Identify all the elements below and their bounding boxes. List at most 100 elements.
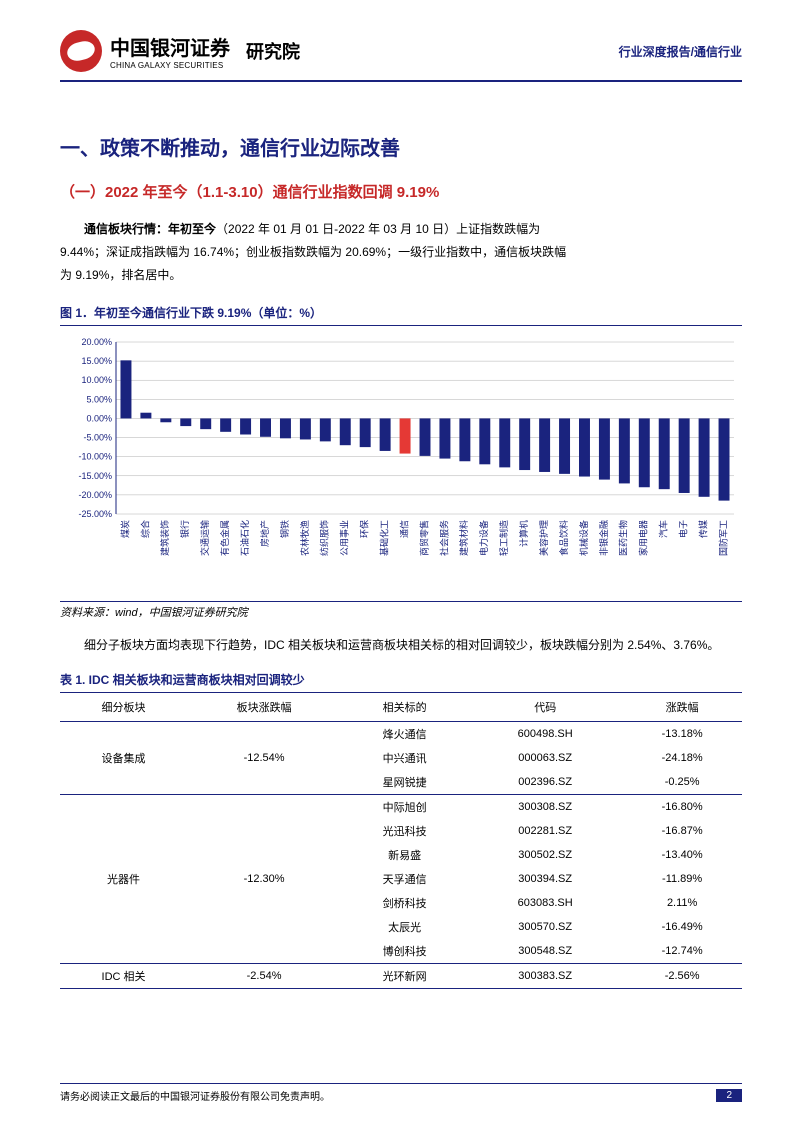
- table-caption: 表 1. IDC 相关板块和运营商板块相对回调较少: [60, 671, 742, 688]
- stock-name-cell: 星网锐捷: [341, 770, 468, 795]
- svg-text:20.00%: 20.00%: [81, 337, 112, 347]
- svg-text:农林牧渔: 农林牧渔: [299, 520, 310, 556]
- department-label: 研究院: [246, 38, 300, 64]
- para1-lead: 通信板块行情：年初至今: [84, 222, 216, 236]
- stock-code-cell: 300383.SZ: [468, 964, 622, 989]
- svg-text:汽车: 汽车: [658, 520, 669, 538]
- svg-text:医药生物: 医药生物: [618, 520, 629, 556]
- svg-text:电子: 电子: [678, 520, 689, 538]
- stock-code-cell: 002396.SZ: [468, 770, 622, 795]
- table-header-cell: 板块涨跌幅: [187, 693, 341, 722]
- svg-text:商贸零售: 商贸零售: [418, 520, 429, 556]
- svg-text:基础化工: 基础化工: [379, 520, 390, 556]
- page-header: 中国银河证券 CHINA GALAXY SECURITIES 研究院 行业深度报…: [60, 30, 742, 82]
- segment-change-cell: -2.54%: [187, 964, 341, 989]
- stock-name-cell: 烽火通信: [341, 722, 468, 747]
- svg-text:非银金融: 非银金融: [598, 520, 609, 556]
- stock-code-cell: 300308.SZ: [468, 795, 622, 820]
- segment-cell: 光器件: [60, 795, 187, 964]
- page-footer: 请务必阅读正文最后的中国银河证券股份有限公司免责声明。 2: [60, 1083, 742, 1103]
- svg-text:通信: 通信: [398, 520, 409, 538]
- stock-change-cell: -2.56%: [622, 964, 742, 989]
- table-row: IDC 相关-2.54%光环新网300383.SZ-2.56%: [60, 964, 742, 989]
- stock-name-cell: 剑桥科技: [341, 891, 468, 915]
- stock-name-cell: 太辰光: [341, 915, 468, 939]
- stock-name-cell: 博创科技: [341, 939, 468, 964]
- svg-text:传媒: 传媒: [697, 520, 708, 538]
- segment-change-cell: -12.30%: [187, 795, 341, 964]
- svg-text:计算机: 计算机: [518, 520, 529, 547]
- svg-text:5.00%: 5.00%: [86, 395, 112, 405]
- stock-change-cell: -16.87%: [622, 819, 742, 843]
- stock-name-cell: 天孚通信: [341, 867, 468, 891]
- table-row: 设备集成-12.54%烽火通信600498.SH-13.18%: [60, 722, 742, 747]
- stock-code-cell: 300394.SZ: [468, 867, 622, 891]
- svg-text:石油石化: 石油石化: [239, 520, 250, 556]
- stock-code-cell: 000063.SZ: [468, 746, 622, 770]
- svg-text:-10.00%: -10.00%: [78, 452, 112, 462]
- stock-code-cell: 603083.SH: [468, 891, 622, 915]
- paragraph-2: 细分子板块方面均表现下行趋势，IDC 相关板块和运营商板块相关标的相对回调较少，…: [60, 634, 742, 657]
- svg-text:国防军工: 国防军工: [717, 520, 728, 556]
- svg-text:-5.00%: -5.00%: [83, 433, 112, 443]
- svg-text:钢铁: 钢铁: [279, 520, 290, 538]
- stock-change-cell: -16.49%: [622, 915, 742, 939]
- stock-code-cell: 002281.SZ: [468, 819, 622, 843]
- table-header-row: 细分板块板块涨跌幅相关标的代码涨跌幅: [60, 693, 742, 722]
- stock-name-cell: 新易盛: [341, 843, 468, 867]
- svg-text:轻工制造: 轻工制造: [498, 520, 509, 556]
- svg-text:综合: 综合: [139, 520, 150, 538]
- svg-text:煤炭: 煤炭: [119, 520, 130, 538]
- footer-disclaimer: 请务必阅读正文最后的中国银河证券股份有限公司免责声明。: [60, 1088, 330, 1103]
- chart-container: -25.00%-20.00%-15.00%-10.00%-5.00%0.00%5…: [60, 325, 742, 602]
- stock-name-cell: 光环新网: [341, 964, 468, 989]
- stock-change-cell: -13.18%: [622, 722, 742, 747]
- page-number: 2: [716, 1089, 742, 1102]
- stock-change-cell: -12.74%: [622, 939, 742, 964]
- table-body: 设备集成-12.54%烽火通信600498.SH-13.18%中兴通讯00006…: [60, 722, 742, 989]
- report-category: 行业深度报告/通信行业: [619, 43, 742, 60]
- table-header-cell: 相关标的: [341, 693, 468, 722]
- company-name-en: CHINA GALAXY SECURITIES: [110, 61, 230, 70]
- svg-text:15.00%: 15.00%: [81, 357, 112, 367]
- svg-text:环保: 环保: [359, 520, 370, 538]
- svg-text:建筑材料: 建筑材料: [458, 520, 469, 556]
- svg-text:-20.00%: -20.00%: [78, 490, 112, 500]
- stock-change-cell: -13.40%: [622, 843, 742, 867]
- stock-code-cell: 300548.SZ: [468, 939, 622, 964]
- svg-text:0.00%: 0.00%: [86, 414, 112, 424]
- para1-rest: （2022 年 01 月 01 日-2022 年 03 月 10 日）上证指数跌…: [216, 222, 540, 236]
- svg-text:银行: 银行: [179, 520, 190, 538]
- stock-code-cell: 300570.SZ: [468, 915, 622, 939]
- svg-text:家用电器: 家用电器: [638, 520, 649, 556]
- figure-caption: 图 1．年初至今通信行业下跌 9.19%（单位：%）: [60, 304, 742, 321]
- svg-text:房地产: 房地产: [259, 520, 270, 547]
- segment-change-cell: -12.54%: [187, 722, 341, 795]
- table-header-cell: 细分板块: [60, 693, 187, 722]
- stock-change-cell: -16.80%: [622, 795, 742, 820]
- svg-text:电力设备: 电力设备: [478, 520, 489, 556]
- stock-code-cell: 600498.SH: [468, 722, 622, 747]
- svg-text:有色金属: 有色金属: [219, 520, 230, 556]
- stock-change-cell: 2.11%: [622, 891, 742, 915]
- svg-text:社会服务: 社会服务: [438, 520, 449, 556]
- segment-cell: IDC 相关: [60, 964, 187, 989]
- paragraph-1: 通信板块行情：年初至今（2022 年 01 月 01 日-2022 年 03 月…: [60, 218, 742, 241]
- stock-change-cell: -24.18%: [622, 746, 742, 770]
- stock-code-cell: 300502.SZ: [468, 843, 622, 867]
- subsection-title: （一）2022 年至今（1.1-3.10）通信行业指数回调 9.19%: [60, 181, 742, 202]
- svg-text:公用事业: 公用事业: [339, 520, 350, 556]
- stock-name-cell: 中际旭创: [341, 795, 468, 820]
- segment-table: 细分板块板块涨跌幅相关标的代码涨跌幅 设备集成-12.54%烽火通信600498…: [60, 692, 742, 989]
- table-header-cell: 代码: [468, 693, 622, 722]
- svg-text:机械设备: 机械设备: [578, 520, 589, 556]
- svg-text:交通运输: 交通运输: [199, 520, 210, 556]
- svg-text:-25.00%: -25.00%: [78, 509, 112, 519]
- svg-text:美容护理: 美容护理: [538, 520, 549, 556]
- stock-change-cell: -11.89%: [622, 867, 742, 891]
- company-logo-icon: [60, 30, 102, 72]
- logo-area: 中国银河证券 CHINA GALAXY SECURITIES 研究院: [60, 30, 300, 72]
- svg-text:纺织服饰: 纺织服饰: [319, 520, 330, 556]
- table-row: 光器件-12.30%中际旭创300308.SZ-16.80%: [60, 795, 742, 820]
- stock-name-cell: 中兴通讯: [341, 746, 468, 770]
